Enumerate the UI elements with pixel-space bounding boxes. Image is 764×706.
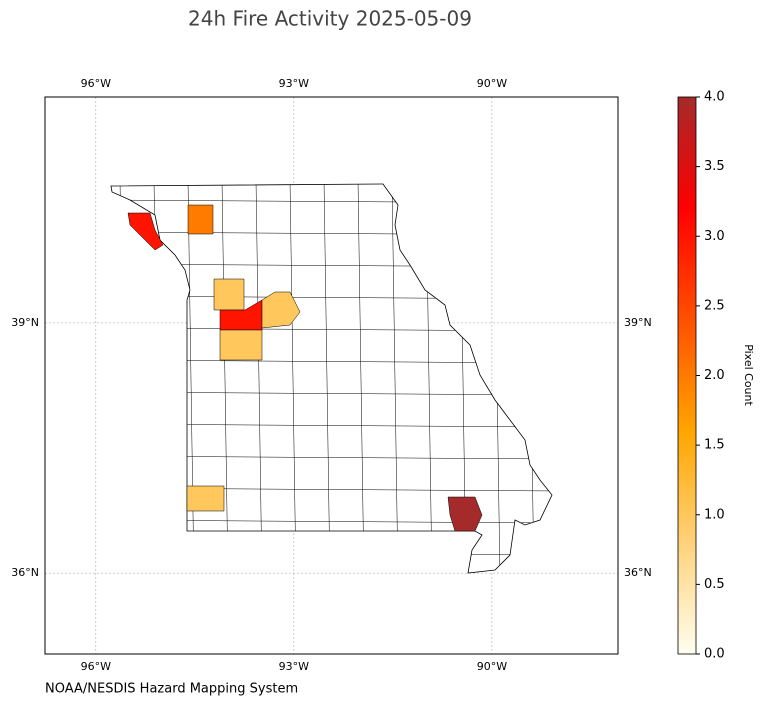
colorbar bbox=[677, 96, 697, 655]
fire-county bbox=[187, 204, 214, 235]
county-line bbox=[221, 184, 229, 573]
colorbar-tick-label: 4.0 bbox=[704, 90, 725, 105]
colorbar-tick-label: 0.0 bbox=[704, 647, 725, 662]
colorbar-tick-label: 1.0 bbox=[704, 507, 725, 522]
county-line bbox=[391, 184, 399, 573]
county-line bbox=[119, 184, 127, 573]
colorbar-tick-label: 3.0 bbox=[704, 229, 725, 244]
fire-county bbox=[447, 496, 483, 532]
y-tick-label: 39°N bbox=[624, 316, 652, 329]
county-line bbox=[255, 184, 263, 573]
colorbar-label: Pixel Count bbox=[742, 344, 755, 406]
source-note: NOAA/NESDIS Hazard Mapping System bbox=[45, 682, 298, 697]
y-tick-label: 39°N bbox=[11, 316, 39, 329]
map-frame bbox=[44, 96, 619, 655]
y-tick-label: 36°N bbox=[11, 566, 39, 579]
y-tick-label: 36°N bbox=[624, 566, 652, 579]
colorbar-tick-label: 3.5 bbox=[704, 159, 725, 174]
x-tick-label: 93°W bbox=[279, 660, 309, 673]
x-tick-label: 96°W bbox=[81, 77, 111, 90]
x-tick-label: 96°W bbox=[81, 660, 111, 673]
fire-county bbox=[219, 329, 263, 361]
fire-county bbox=[213, 278, 245, 311]
x-tick-label: 93°W bbox=[279, 77, 309, 90]
colorbar-tick-label: 2.0 bbox=[704, 368, 725, 383]
county-line bbox=[187, 184, 195, 573]
county-line bbox=[357, 184, 365, 573]
state-map bbox=[110, 183, 553, 574]
fire-county bbox=[127, 212, 164, 251]
chart-title: 24h Fire Activity 2025-05-09 bbox=[188, 7, 472, 31]
county-line bbox=[323, 184, 331, 573]
colorbar-tick-label: 2.5 bbox=[704, 298, 725, 313]
colorbar-tick-label: 1.5 bbox=[704, 438, 725, 453]
county-line bbox=[289, 184, 297, 573]
x-tick-label: 90°W bbox=[477, 77, 507, 90]
fire-county bbox=[261, 291, 301, 329]
colorbar-tick-label: 0.5 bbox=[704, 577, 725, 592]
x-tick-label: 90°W bbox=[477, 660, 507, 673]
fire-county bbox=[186, 485, 225, 512]
